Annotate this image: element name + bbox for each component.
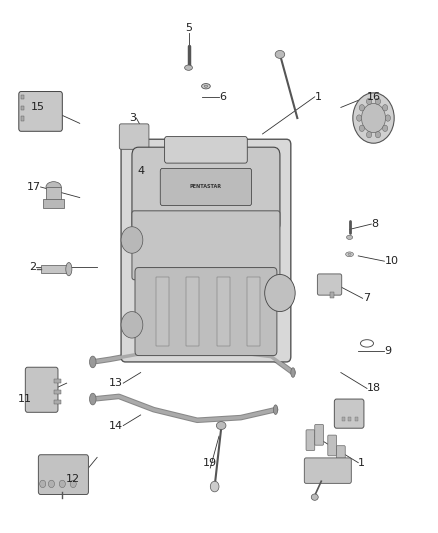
FancyBboxPatch shape (39, 455, 88, 495)
Ellipse shape (311, 494, 318, 500)
Text: 18: 18 (367, 383, 381, 393)
Bar (21, 106, 25, 110)
FancyBboxPatch shape (132, 211, 280, 280)
Circle shape (357, 115, 362, 121)
Circle shape (382, 125, 388, 132)
Text: 15: 15 (31, 102, 45, 112)
Ellipse shape (46, 182, 61, 192)
Circle shape (121, 312, 143, 338)
Ellipse shape (185, 65, 192, 70)
Bar (186, 277, 199, 346)
Circle shape (367, 132, 372, 138)
Ellipse shape (216, 422, 226, 430)
Text: 10: 10 (385, 256, 399, 266)
Bar (355, 417, 358, 421)
Text: 9: 9 (385, 346, 392, 357)
Bar (21, 116, 25, 120)
Ellipse shape (201, 84, 210, 89)
FancyBboxPatch shape (19, 92, 62, 131)
Text: 11: 11 (18, 394, 32, 404)
Text: 14: 14 (109, 421, 123, 431)
FancyBboxPatch shape (336, 446, 345, 466)
Bar (247, 277, 260, 346)
Text: 7: 7 (363, 293, 370, 303)
Text: 8: 8 (371, 219, 378, 229)
Ellipse shape (275, 51, 285, 59)
Ellipse shape (353, 93, 394, 143)
Circle shape (375, 132, 381, 138)
Text: 3: 3 (129, 113, 136, 123)
Circle shape (367, 98, 372, 104)
FancyBboxPatch shape (304, 458, 351, 483)
Circle shape (210, 481, 219, 492)
Text: 17: 17 (26, 182, 41, 192)
Bar (21, 95, 25, 100)
Ellipse shape (346, 252, 353, 257)
Ellipse shape (265, 274, 295, 312)
FancyBboxPatch shape (165, 136, 247, 163)
Text: 1: 1 (315, 92, 322, 102)
FancyBboxPatch shape (318, 274, 342, 295)
Text: 4: 4 (138, 166, 145, 176)
Circle shape (382, 104, 388, 111)
FancyBboxPatch shape (25, 367, 58, 413)
Bar (348, 417, 351, 421)
Ellipse shape (273, 405, 278, 415)
Text: 13: 13 (109, 378, 123, 388)
Text: 2: 2 (29, 262, 36, 271)
Circle shape (359, 104, 364, 111)
Bar (46, 187, 61, 200)
Ellipse shape (361, 103, 385, 133)
Bar (54, 390, 60, 394)
Ellipse shape (204, 85, 208, 87)
Bar (156, 277, 169, 346)
Ellipse shape (89, 356, 96, 368)
Text: 12: 12 (66, 474, 80, 483)
FancyBboxPatch shape (306, 430, 315, 450)
Bar (342, 417, 345, 421)
Circle shape (359, 125, 364, 132)
Ellipse shape (89, 393, 96, 405)
Text: 1: 1 (358, 458, 365, 467)
Bar (330, 292, 334, 298)
FancyBboxPatch shape (328, 435, 336, 456)
Bar (54, 379, 60, 383)
Circle shape (40, 480, 46, 488)
FancyBboxPatch shape (121, 139, 291, 362)
FancyBboxPatch shape (132, 147, 280, 232)
Circle shape (375, 98, 381, 104)
FancyBboxPatch shape (135, 268, 277, 356)
Bar (43, 199, 64, 208)
Bar (41, 265, 69, 273)
Text: 16: 16 (367, 92, 381, 102)
Text: PENTASTAR: PENTASTAR (190, 184, 222, 189)
Text: 19: 19 (203, 458, 217, 468)
Ellipse shape (346, 235, 353, 239)
Circle shape (121, 227, 143, 253)
Circle shape (385, 115, 391, 121)
FancyBboxPatch shape (334, 399, 364, 428)
Circle shape (48, 480, 54, 488)
Ellipse shape (291, 368, 295, 377)
Ellipse shape (348, 253, 351, 255)
Circle shape (70, 480, 76, 488)
FancyBboxPatch shape (119, 124, 149, 149)
Ellipse shape (66, 263, 72, 276)
Circle shape (59, 480, 65, 488)
FancyBboxPatch shape (160, 168, 252, 206)
Text: 6: 6 (219, 92, 226, 102)
Text: 5: 5 (185, 23, 192, 33)
Bar (217, 277, 230, 346)
FancyBboxPatch shape (315, 424, 323, 445)
Bar (54, 400, 60, 405)
